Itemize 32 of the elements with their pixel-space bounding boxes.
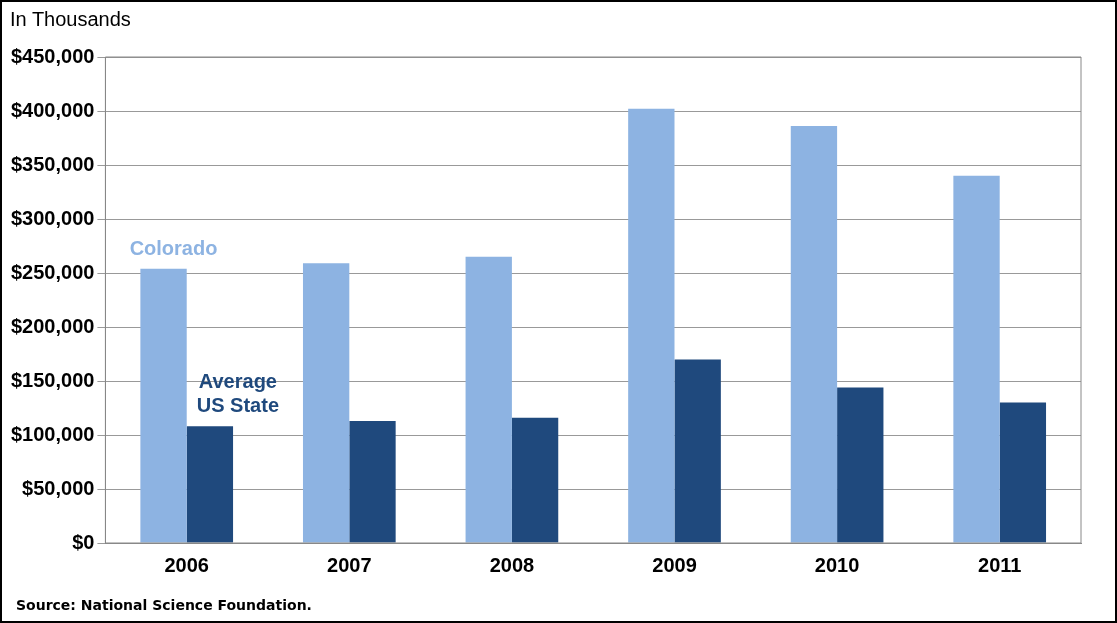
bar [628, 108, 675, 543]
x-tick-label: 2009 [652, 553, 697, 576]
bar [186, 426, 234, 543]
bar [999, 402, 1047, 543]
y-tick-label: $300,000 [11, 206, 95, 229]
series-label: Colorado [129, 236, 218, 259]
bar [140, 268, 187, 543]
bar [790, 126, 838, 543]
bar [837, 387, 884, 543]
source-note: Source: National Science Foundation. [16, 596, 312, 613]
bar [953, 175, 1000, 543]
y-tick-label: $0 [72, 530, 95, 553]
y-axis-title: In Thousands [10, 7, 131, 30]
y-tick-label: $350,000 [11, 152, 95, 175]
y-tick-label: $450,000 [11, 44, 95, 67]
y-tick-label: $100,000 [11, 422, 95, 445]
bar [674, 359, 721, 543]
bar [511, 417, 559, 543]
y-tick-label: $50,000 [22, 476, 95, 499]
x-tick-label: 2008 [489, 553, 535, 576]
x-tick-label: 2006 [164, 553, 209, 576]
y-tick-label: $150,000 [11, 368, 95, 391]
bar [465, 256, 512, 543]
x-tick-label: 2007 [327, 553, 372, 576]
bar [302, 263, 350, 543]
bar [349, 420, 396, 543]
y-tick-label: $200,000 [11, 314, 95, 337]
x-tick-label: 2011 [978, 553, 1022, 576]
series-label: Average US State [196, 370, 280, 417]
y-tick-label: $400,000 [11, 98, 95, 121]
y-tick-label: $250,000 [11, 260, 95, 283]
x-tick-label: 2010 [814, 553, 860, 576]
